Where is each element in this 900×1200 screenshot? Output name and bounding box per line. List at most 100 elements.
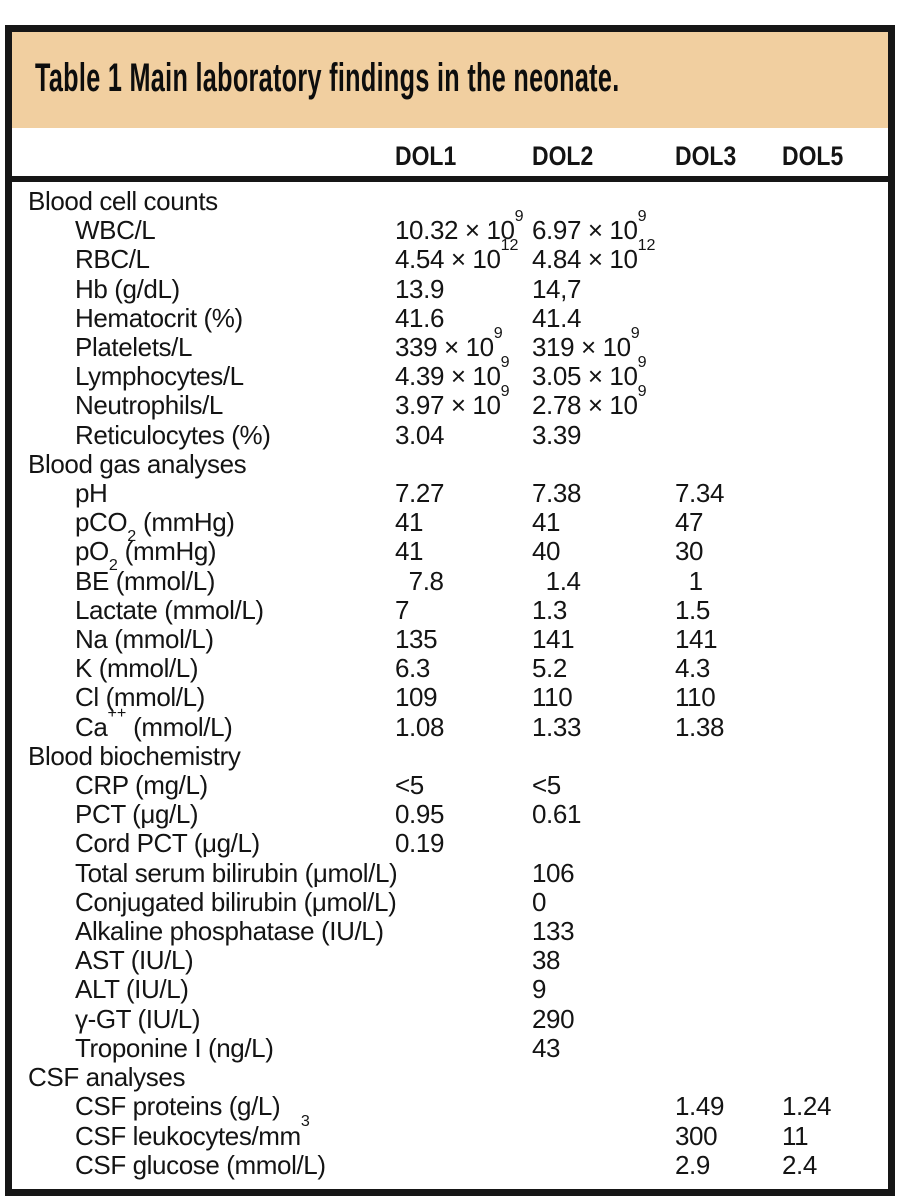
- section-header: Blood biochemistry: [28, 741, 880, 771]
- row-label: CSF leukocytes/mm3: [75, 1112, 310, 1151]
- cell-dol3: 7.34: [675, 478, 725, 509]
- cell-dol2: 141: [532, 624, 575, 655]
- table-row: Hematocrit (%) 41.6 41.4: [28, 302, 880, 333]
- cell-dol2: 110: [532, 682, 573, 713]
- table-row: CSF leukocytes/mm3 300 11: [28, 1112, 880, 1151]
- cell-dol3: 1: [675, 565, 703, 596]
- table-row: CRP (mg/L) <5 <5: [28, 770, 880, 801]
- column-header-row: DOL1 DOL2 DOL3 DOL5: [12, 128, 888, 176]
- cell-dol3: [675, 245, 782, 274]
- cell-dol1: [395, 946, 532, 975]
- cell-dol1: 4.39 × 109: [395, 353, 510, 392]
- cell-dol3: [675, 421, 782, 450]
- cell-dol5: [782, 654, 880, 683]
- cell-dol1: [395, 1151, 532, 1180]
- header-rule: [12, 176, 888, 182]
- cell-dol3: 110: [675, 682, 716, 713]
- cell-dol1: 3.97 × 109: [395, 382, 510, 421]
- cell-dol1: 0.95: [395, 799, 445, 830]
- row-label: Conjugated bilirubin (μmol/L): [75, 886, 397, 917]
- cell-dol1: 7.8: [395, 565, 444, 596]
- cell-dol1: [395, 1034, 532, 1063]
- cell-dol1: 6.3: [395, 653, 430, 684]
- section-title: Blood cell counts: [28, 186, 218, 216]
- cell-dol1: 135: [395, 624, 438, 655]
- table-row: Troponine I (ng/L) 43: [28, 1032, 880, 1063]
- cell-dol3: 47: [675, 507, 704, 538]
- row-label: Cord PCT (μg/L): [75, 828, 260, 859]
- row-label: Platelets/L: [75, 332, 193, 363]
- cell-dol3: 1.38: [675, 711, 725, 742]
- table-title: Table 1 Main laboratory findings in the …: [35, 56, 620, 100]
- table-row: Na (mmol/L) 135 141 141: [28, 624, 880, 655]
- cell-dol5: [782, 479, 880, 508]
- table-row: AST (IU/L) 38: [28, 946, 880, 975]
- table-row: γ-GT (IU/L) 290: [28, 1003, 880, 1034]
- table-row: PCT (μg/L) 0.95 0.61: [28, 800, 880, 829]
- cell-dol2: 43: [532, 1032, 561, 1063]
- cell-dol1: [395, 1092, 532, 1121]
- table-row: Total serum bilirubin (μmol/L) 106: [28, 858, 880, 888]
- cell-dol3: [675, 975, 782, 1004]
- column-header-spacer: [28, 140, 395, 172]
- cell-dol2: <5: [532, 770, 561, 801]
- row-label: pO2 (mmHg): [75, 536, 217, 575]
- cell-dol5: [782, 683, 880, 712]
- cell-dol1: [395, 1122, 532, 1151]
- table-row: Lymphocytes/L 4.39 × 109 3.05 × 109: [28, 353, 880, 392]
- table-row: Cord PCT (μg/L) 0.19: [28, 829, 880, 858]
- row-label: γ-GT (IU/L): [75, 1003, 201, 1034]
- cell-dol3: [675, 859, 782, 888]
- cell-dol2: 3.05 × 109: [532, 353, 647, 392]
- row-label: Reticulocytes (%): [75, 419, 271, 450]
- table-row: Platelets/L 339 × 109 319 × 109: [28, 325, 880, 363]
- cell-dol5: [782, 245, 880, 274]
- cell-dol1: [395, 859, 532, 888]
- cell-dol2: 40: [532, 536, 561, 567]
- cell-dol5: [782, 800, 880, 829]
- cell-dol1: 4.54 × 1012: [395, 236, 519, 275]
- cell-dol3: [675, 275, 782, 304]
- cell-dol5: [782, 567, 880, 596]
- cell-dol3: [675, 216, 782, 245]
- row-label: CSF glucose (mmol/L): [75, 1149, 326, 1180]
- cell-dol5: [782, 304, 880, 333]
- table-row: Conjugated bilirubin (μmol/L) 0: [28, 886, 880, 917]
- cell-dol3: [675, 888, 782, 917]
- cell-dol5: 11: [782, 1120, 809, 1151]
- section-title: CSF analyses: [28, 1062, 186, 1093]
- cell-dol2: 0: [532, 886, 547, 917]
- cell-dol2: 9: [532, 974, 547, 1005]
- row-label: Hematocrit (%): [75, 302, 243, 333]
- cell-dol1: 7: [395, 594, 410, 625]
- cell-dol5: [782, 421, 880, 450]
- table-row: pH 7.27 7.38 7.34: [28, 478, 880, 509]
- cell-dol2: 41.4: [532, 302, 582, 333]
- cell-dol1: 3.04: [395, 419, 445, 450]
- cell-dol2: 0.61: [532, 799, 582, 830]
- row-label: Neutrophils/L: [75, 390, 223, 421]
- cell-dol5: 2.4: [782, 1149, 817, 1180]
- row-label: Cl (mmol/L): [75, 682, 205, 713]
- cell-dol5: [782, 829, 880, 858]
- column-header-dol5: DOL5: [782, 141, 844, 171]
- cell-dol1: [395, 888, 532, 917]
- table-body: Blood cell counts WBC/L 10.32 × 109 6.97 × …: [12, 182, 888, 1180]
- cell-dol1: [395, 975, 532, 1004]
- cell-dol3: [675, 771, 782, 800]
- cell-dol1: 1.08: [395, 711, 445, 742]
- row-label: Na (mmol/L): [75, 624, 214, 655]
- table-row: WBC/L 10.32 × 109 6.97 × 109: [28, 208, 880, 245]
- row-label: K (mmol/L): [75, 653, 199, 684]
- cell-dol5: [782, 888, 880, 917]
- cell-dol3: [675, 1005, 782, 1034]
- cell-dol1: [395, 917, 532, 946]
- cell-dol3: [675, 362, 782, 391]
- cell-dol2: 1.3: [532, 594, 567, 625]
- cell-dol3: 30: [675, 536, 704, 567]
- cell-dol1: [395, 1005, 532, 1034]
- table-row: Ca++ (mmol/L) 1.08 1.33 1.38: [28, 705, 880, 742]
- cell-dol3: [675, 1034, 782, 1063]
- cell-dol5: [782, 625, 880, 654]
- cell-dol3: 4.3: [675, 653, 710, 684]
